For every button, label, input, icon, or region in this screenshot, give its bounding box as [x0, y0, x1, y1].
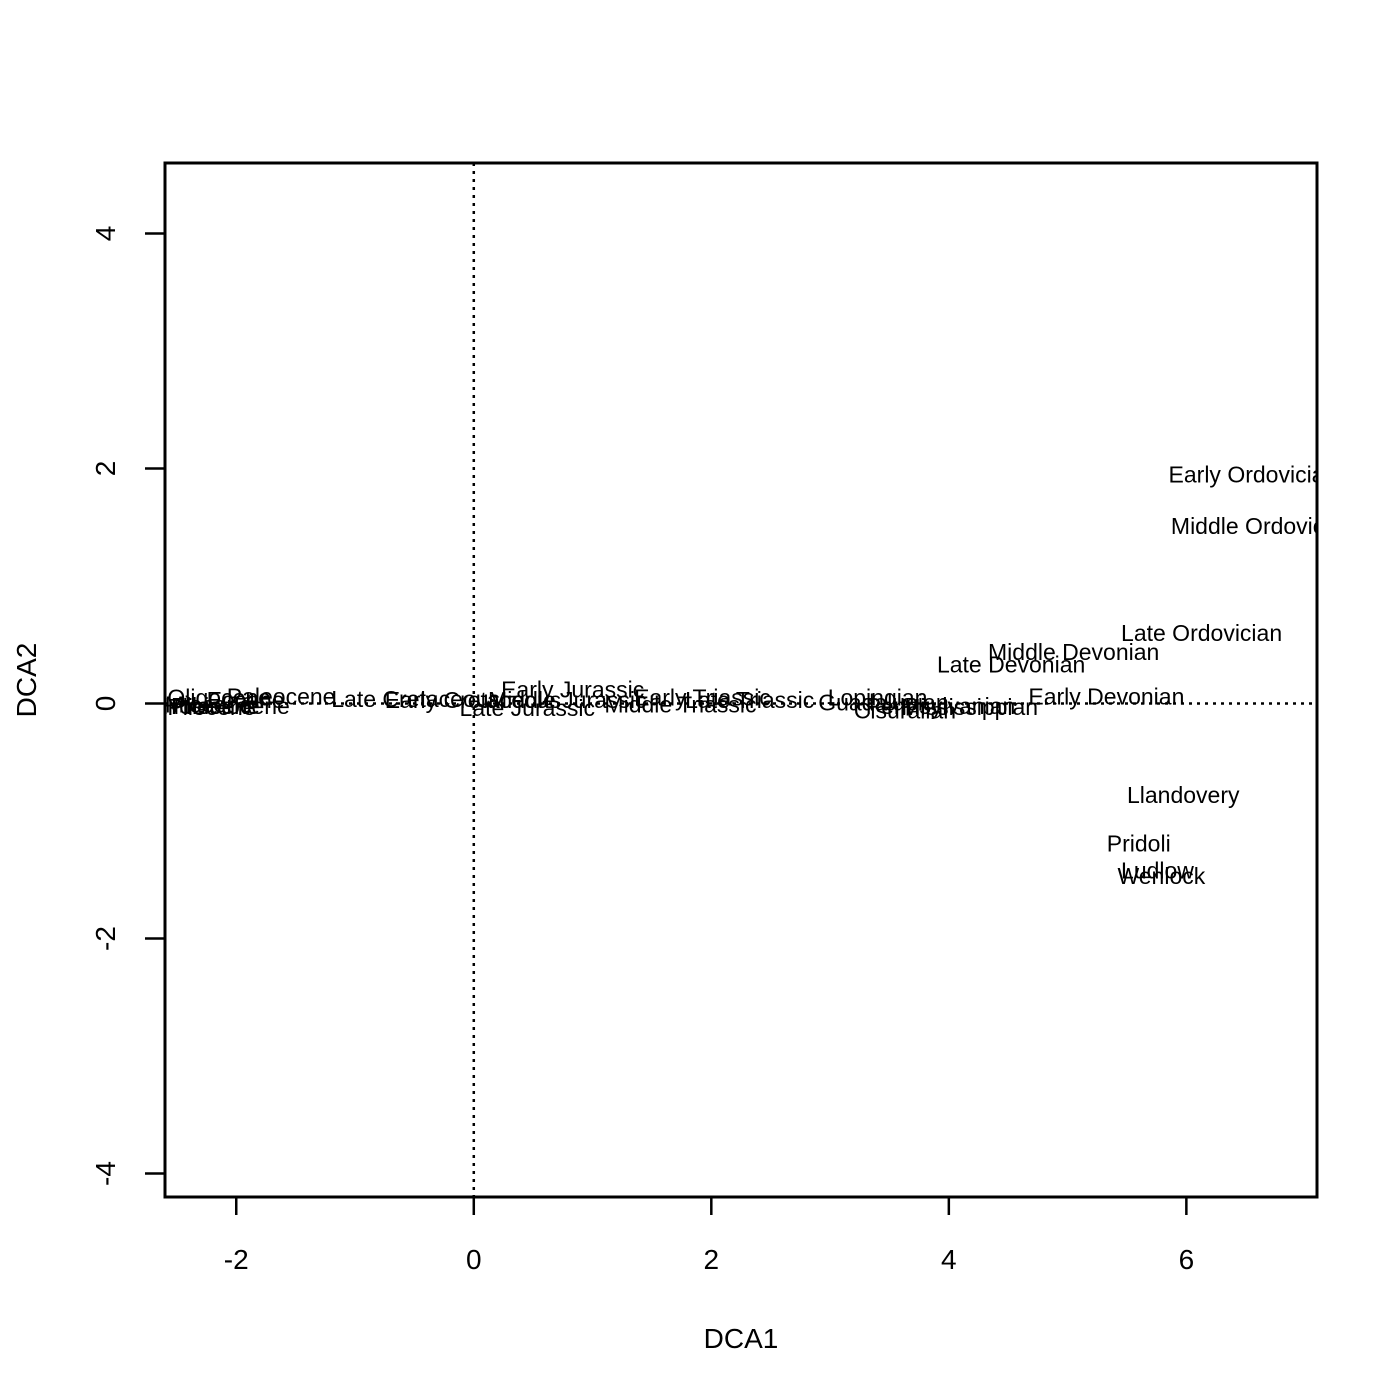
point-label: Early Cretaceous [385, 687, 561, 713]
reference-lines [165, 163, 1317, 1197]
x-tick-label: -2 [224, 1244, 249, 1275]
point-label: Paleocene [227, 683, 336, 709]
point-label: Holocene [163, 693, 260, 719]
y-tick-label: -4 [90, 1161, 121, 1186]
y-axis-title: DCA2 [11, 643, 42, 718]
point-label: Early Devonian [1028, 683, 1184, 709]
point-label: Ludlow [1121, 857, 1194, 883]
point-label: Miocene [165, 692, 252, 718]
point-label: Pleistocene [171, 693, 290, 719]
y-tick-label: 2 [90, 461, 121, 477]
point-label: Middle Devonian [988, 639, 1159, 665]
point-label: Wenlock [1117, 863, 1205, 889]
y-tick-label: 4 [90, 226, 121, 242]
x-tick-label: 0 [466, 1244, 482, 1275]
x-tick-label: 4 [941, 1244, 957, 1275]
point-label: Cisuralian [854, 698, 956, 724]
x-axis-title: DCA1 [704, 1323, 779, 1354]
point-label: Early Triassic [634, 685, 771, 711]
point-label: Llandovery [1127, 782, 1240, 808]
y-tick-label: -2 [90, 926, 121, 951]
point-label: Late Jurassic [460, 695, 596, 721]
point-label: Guadalupian [818, 689, 948, 715]
point-label: Pridoli [1107, 830, 1171, 856]
plot-frame [163, 161, 1319, 1199]
point-label: Early Jurassic [501, 676, 644, 702]
axes: -2 0 2 4 6 -4 -2 0 2 4 [90, 226, 1194, 1275]
point-label: Middle Triassic [604, 692, 756, 718]
point-label: Pennsylvanian [866, 693, 1016, 719]
point-label: Oligocene [167, 685, 271, 711]
point-labels: Early Ordovician Middle Ordovician Late Or… [163, 461, 1355, 889]
point-label: Middle Jurassic [488, 687, 646, 713]
point-label: Late Cretaceous [331, 686, 500, 712]
point-label: Pliocene [167, 694, 255, 720]
point-label: Late Devonian [937, 652, 1085, 678]
point-label: Lopingian [828, 685, 928, 711]
y-tick-label: 0 [90, 696, 121, 712]
point-label: Middle Ordovician [1171, 513, 1355, 539]
point-label: Late Triassic [685, 687, 814, 713]
x-tick-label: 2 [704, 1244, 720, 1275]
point-label: Early Ordovician [1169, 461, 1338, 487]
point-label: Mississippian [901, 694, 1038, 720]
point-label: Eocene [207, 687, 285, 713]
point-label: Late Ordovician [1121, 620, 1282, 646]
x-tick-label: 6 [1179, 1244, 1195, 1275]
